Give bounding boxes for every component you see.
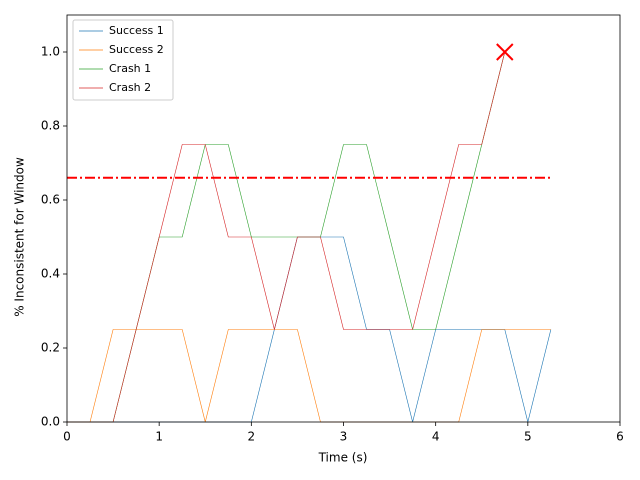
legend-label: Success 2 [109,43,164,56]
y-tick-label: 0.6 [41,193,60,207]
legend-box [72,19,174,101]
series-line [67,51,506,423]
x-axis-label: Time (s) [318,451,368,465]
x-tick-label: 5 [524,430,532,444]
series-line [67,51,506,423]
y-tick-label: 0.8 [41,119,60,133]
x-tick-label: 6 [616,430,624,444]
x-tick-label: 0 [63,430,71,444]
crash-marker [496,43,514,61]
legend-label: Success 1 [109,24,164,37]
legend-label: Crash 2 [109,81,151,94]
x-tick-label: 2 [248,430,256,444]
y-axis-label: % Inconsistent for Window [13,157,27,317]
x-tick-label: 1 [155,430,163,444]
y-tick-label: 0.4 [41,267,60,281]
y-tick-label: 1.0 [41,45,60,59]
y-tick-label: 0.2 [41,341,60,355]
x-tick-label: 3 [340,430,348,444]
plot-frame [66,14,621,423]
y-tick-label: 0.0 [41,415,60,429]
legend-label: Crash 1 [109,62,151,75]
x-tick-label: 4 [432,430,440,444]
legend: Success 1 Success 2 Crash 1 Crash 2 [72,19,174,101]
series-line [67,329,551,423]
